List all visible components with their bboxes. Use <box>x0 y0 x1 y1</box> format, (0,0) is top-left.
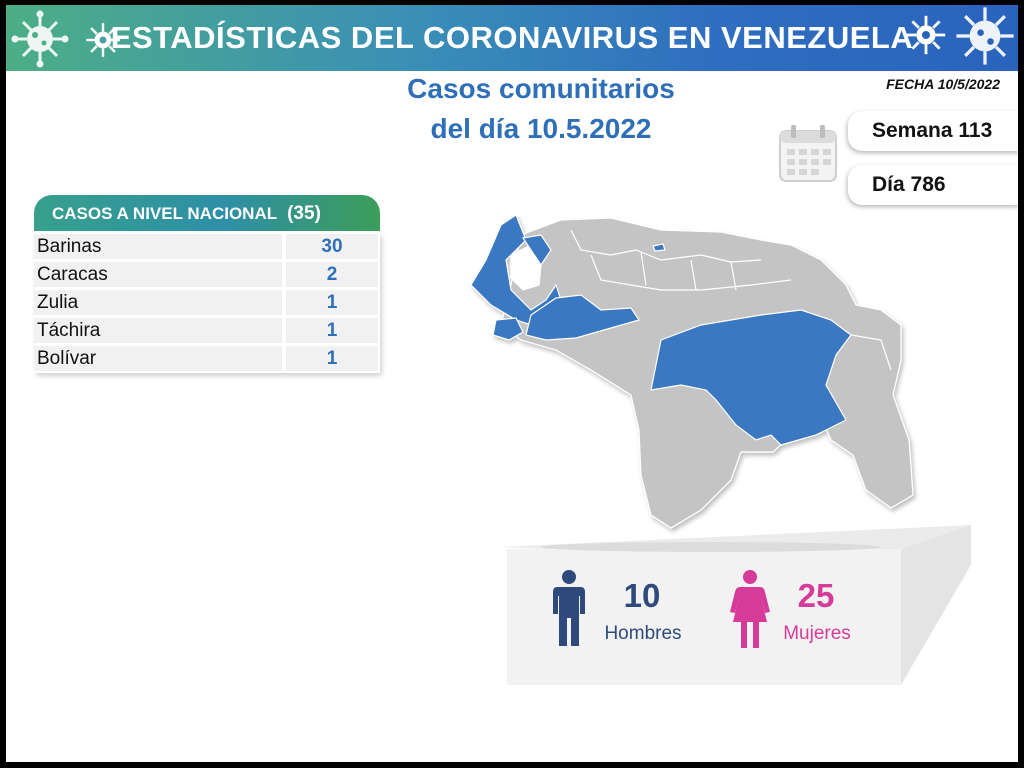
map-state-barinas <box>525 294 640 341</box>
table-row: Barinas 30 <box>34 233 380 261</box>
national-table-header: CASOS A NIVEL NACIONAL (35) <box>34 195 380 231</box>
map-state-caracas <box>652 243 666 252</box>
gender-stage <box>501 525 971 685</box>
venezuela-map <box>470 214 914 529</box>
state-name: Táchira <box>34 318 282 343</box>
table-row: Bolívar 1 <box>34 345 380 373</box>
subtitle-line-1: Casos comunitarios <box>407 73 675 104</box>
day-pill: Día 786 <box>848 165 1018 205</box>
men-count: 10 <box>623 577 661 614</box>
state-name: Barinas <box>34 234 282 259</box>
national-table-title: CASOS A NIVEL NACIONAL <box>52 204 278 223</box>
state-name: Bolívar <box>34 346 282 371</box>
virus-icon <box>11 10 69 68</box>
map-state-zulia <box>470 214 562 326</box>
national-total: (35) <box>287 203 321 224</box>
state-cases: 1 <box>286 290 378 315</box>
header-banner: ESTADÍSTICAS DEL CORONAVIRUS EN VENEZUEL… <box>6 5 1018 71</box>
national-table: Barinas 30 Caracas 2 Zulia 1 Táchira 1 B… <box>34 233 380 373</box>
map-state-tachira <box>492 317 524 341</box>
week-pill: Semana 113 <box>848 111 1018 151</box>
woman-icon <box>730 570 770 648</box>
map-state-small <box>521 234 552 267</box>
infographic-frame: ESTADÍSTICAS DEL CORONAVIRUS EN VENEZUEL… <box>6 5 1018 762</box>
map-state-bolivar <box>650 309 852 446</box>
state-cases: 30 <box>286 234 378 259</box>
page-title: ESTADÍSTICAS DEL CORONAVIRUS EN VENEZUEL… <box>110 20 914 55</box>
state-name: Zulia <box>34 290 282 315</box>
subtitle-line-2: del día 10.5.2022 <box>430 113 652 144</box>
state-cases: 1 <box>286 346 378 371</box>
men-label: Hombres <box>604 623 682 644</box>
virus-icon <box>956 7 1014 65</box>
table-row: Caracas 2 <box>34 261 380 289</box>
state-cases: 1 <box>286 318 378 343</box>
state-name: Caracas <box>34 262 282 287</box>
table-row: Táchira 1 <box>34 317 380 345</box>
man-icon <box>553 570 585 646</box>
virus-icon <box>86 23 120 57</box>
calendar-icon <box>779 125 837 182</box>
date-label: FECHA 10/5/2022 <box>886 76 1000 92</box>
state-cases: 2 <box>286 262 378 287</box>
virus-icon <box>906 15 946 55</box>
women-count: 25 <box>797 577 835 614</box>
women-label: Mujeres <box>783 623 851 644</box>
table-row: Zulia 1 <box>34 289 380 317</box>
